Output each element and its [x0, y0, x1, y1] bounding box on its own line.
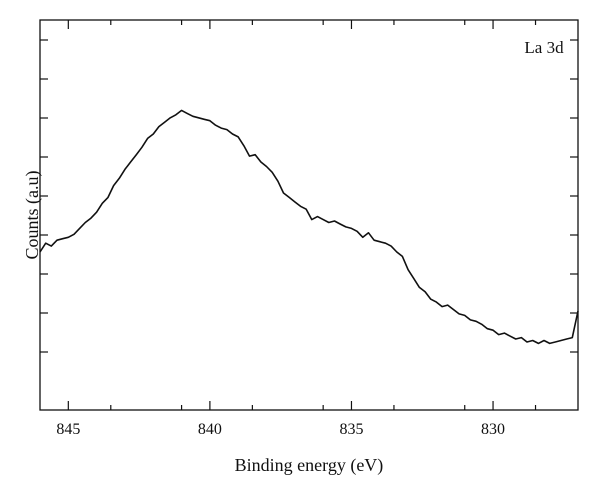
x-tick-label: 830	[481, 421, 505, 438]
x-tick-labels: 845 840 835 830	[56, 421, 505, 438]
y-axis-label: Counts (a.u)	[22, 171, 43, 260]
series-line	[39, 109, 579, 345]
x-axis-label: Binding energy (eV)	[235, 455, 384, 476]
tick-marks	[40, 20, 578, 410]
x-tick-label: 835	[339, 421, 363, 438]
x-tick-label: 845	[56, 421, 80, 438]
plot-frame	[39, 19, 579, 411]
annotation-label: La 3d	[524, 38, 564, 57]
x-tick-label: 840	[198, 421, 222, 438]
